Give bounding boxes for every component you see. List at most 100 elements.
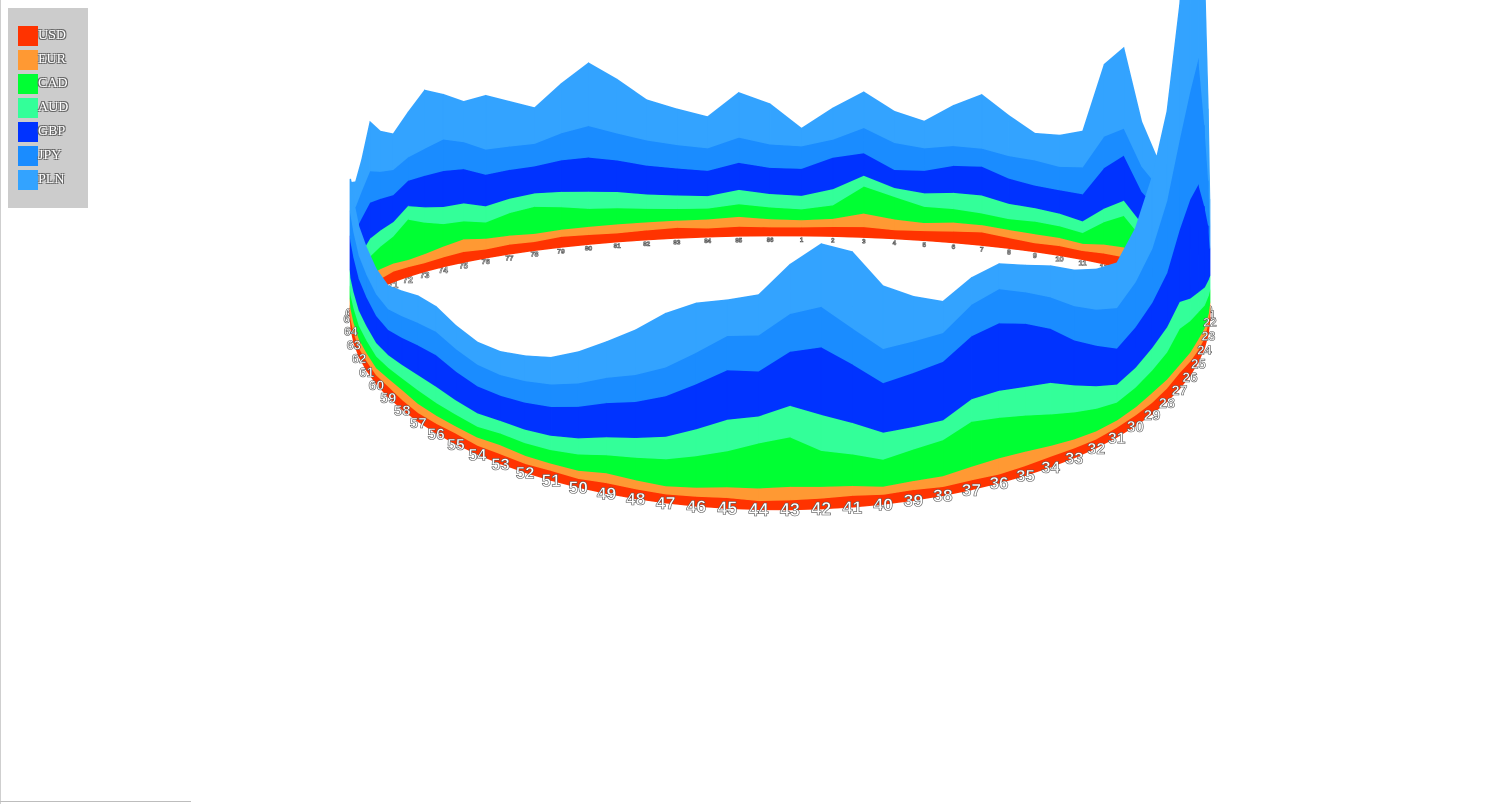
area-segment-usd bbox=[738, 226, 771, 237]
area-segment-eur bbox=[924, 221, 954, 232]
category-label: 81 bbox=[614, 243, 622, 250]
legend-label-jpy: JPY bbox=[38, 148, 62, 163]
area-segment-pln bbox=[646, 99, 678, 146]
category-label: 71 bbox=[388, 279, 398, 290]
category-label: 6 bbox=[952, 244, 956, 251]
area-segment-jpy bbox=[953, 145, 983, 167]
area-segment-jpy bbox=[1073, 305, 1097, 346]
category-label: 62 bbox=[352, 351, 367, 366]
area-segment-gbp bbox=[953, 165, 983, 196]
area-segment-pln bbox=[407, 89, 425, 158]
category-label: 35 bbox=[1016, 467, 1035, 486]
area-segment-jpy bbox=[606, 374, 636, 404]
legend-label-pln: PLN bbox=[38, 172, 65, 187]
area-segment-gbp bbox=[407, 175, 425, 208]
area-segment-pln bbox=[524, 355, 552, 385]
area-segment-eur bbox=[789, 486, 822, 501]
area-segment-pln bbox=[676, 108, 708, 149]
legend-label-gbp: GBP bbox=[38, 124, 66, 139]
area-segment-pln bbox=[380, 130, 394, 172]
area-segment-cad bbox=[560, 206, 589, 230]
legend-item-cad: CAD bbox=[8, 74, 88, 98]
category-label: 82 bbox=[643, 241, 651, 248]
area-segment-aud bbox=[577, 436, 607, 456]
category-label: 51 bbox=[542, 472, 562, 491]
category-label: 74 bbox=[439, 265, 449, 275]
category-label: 64 bbox=[344, 324, 358, 338]
category-label: 72 bbox=[403, 275, 413, 285]
area-segment-eur bbox=[758, 486, 791, 502]
area-segment-pln bbox=[801, 107, 834, 147]
category-label: 50 bbox=[569, 478, 588, 498]
area-segment-gbp bbox=[789, 346, 822, 416]
chart-legend: USD EUR CAD AUD GBP JPY PLN bbox=[8, 8, 88, 208]
area-segment-jpy bbox=[676, 144, 708, 171]
area-segment-jpy bbox=[1059, 166, 1083, 195]
area-segment-pln bbox=[635, 312, 666, 376]
area-segment-pln bbox=[588, 62, 618, 134]
area-segment-gbp bbox=[606, 401, 636, 438]
area-segment-jpy bbox=[769, 143, 802, 169]
category-label: 7 bbox=[980, 247, 984, 254]
area-segment-cad bbox=[924, 206, 954, 224]
category-label: 22 bbox=[1203, 316, 1217, 330]
area-segment-gbp bbox=[577, 402, 607, 439]
area-segment-aud bbox=[635, 436, 666, 460]
category-label: 83 bbox=[673, 239, 680, 246]
legend-item-pln: PLN bbox=[8, 170, 88, 194]
area-segment-gbp bbox=[588, 156, 618, 193]
area-segment-aud bbox=[588, 191, 618, 209]
area-segment-pln bbox=[463, 94, 487, 150]
area-segment-aud bbox=[676, 194, 708, 209]
area-segment-cad bbox=[646, 208, 678, 223]
area-segment-cad bbox=[665, 455, 697, 488]
area-segment-cad bbox=[758, 436, 791, 489]
area-segment-usd bbox=[832, 226, 865, 238]
area-segment-gbp bbox=[738, 162, 771, 195]
legend-label-eur: EUR bbox=[38, 52, 66, 67]
area-segment-pln bbox=[924, 104, 954, 149]
category-label: 11 bbox=[1079, 259, 1088, 268]
category-label: 23 bbox=[1201, 330, 1215, 344]
category-label: 31 bbox=[1108, 430, 1126, 447]
area-segment-pln bbox=[1073, 268, 1097, 310]
area-segment-gbp bbox=[635, 395, 666, 438]
area-segment-jpy bbox=[550, 382, 579, 408]
category-label: 42 bbox=[811, 499, 831, 519]
area-segment-gbp bbox=[463, 168, 487, 207]
area-segment-eur bbox=[463, 238, 487, 252]
area-segment-cad bbox=[852, 453, 884, 487]
area-segment-pln bbox=[1025, 264, 1051, 298]
area-segment-usd bbox=[894, 229, 925, 242]
area-segment-pln bbox=[1198, 0, 1205, 126]
area-segment-pln bbox=[485, 94, 510, 150]
legend-item-eur: EUR bbox=[8, 50, 88, 74]
area-segment-cad bbox=[577, 453, 607, 474]
legend-swatch-gbp bbox=[18, 122, 38, 142]
area-segment-pln bbox=[509, 100, 535, 147]
category-label: 80 bbox=[585, 246, 593, 253]
area-segment-usd bbox=[953, 230, 983, 246]
category-label: 56 bbox=[427, 426, 445, 443]
area-segment-gbp bbox=[646, 165, 678, 196]
category-label: 76 bbox=[482, 257, 490, 266]
category-label: 75 bbox=[459, 261, 468, 270]
area-segment-cad bbox=[616, 207, 647, 225]
legend-label-cad: CAD bbox=[38, 76, 68, 91]
canvas-left-edge bbox=[0, 0, 1, 804]
category-label: 85 bbox=[735, 238, 742, 244]
category-label: 28 bbox=[1159, 396, 1175, 412]
category-label: 26 bbox=[1182, 370, 1198, 385]
area-segment-pln bbox=[577, 341, 607, 384]
area-segment-cad bbox=[676, 208, 708, 221]
area-segment-usd bbox=[769, 226, 802, 237]
area-segment-pln bbox=[1189, 0, 1199, 92]
area-segment-gbp bbox=[616, 159, 647, 195]
area-segment-gbp bbox=[1189, 183, 1199, 299]
category-label: 36 bbox=[989, 473, 1008, 493]
area-segment-aud bbox=[606, 436, 636, 458]
category-label: 2 bbox=[831, 239, 835, 245]
area-segment-gbp bbox=[509, 165, 535, 199]
